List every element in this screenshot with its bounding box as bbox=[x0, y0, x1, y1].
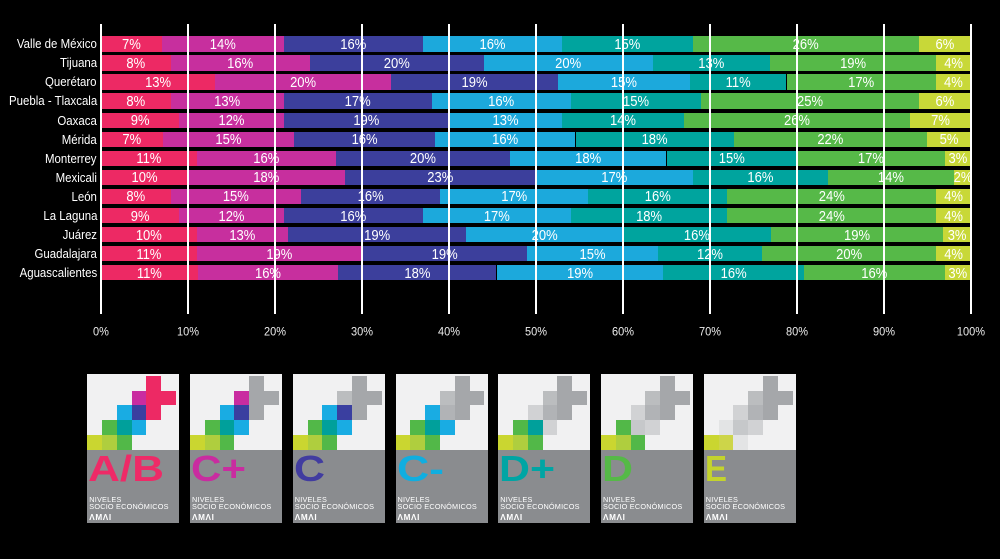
svg-text:D: D bbox=[602, 450, 633, 486]
svg-text:C: C bbox=[294, 450, 325, 486]
svg-text:C+: C+ bbox=[191, 450, 246, 486]
svg-text:C-: C- bbox=[397, 450, 444, 486]
svg-text:E: E bbox=[705, 450, 727, 486]
svg-text:D+: D+ bbox=[499, 450, 555, 486]
svg-text:A/B: A/B bbox=[88, 450, 164, 486]
